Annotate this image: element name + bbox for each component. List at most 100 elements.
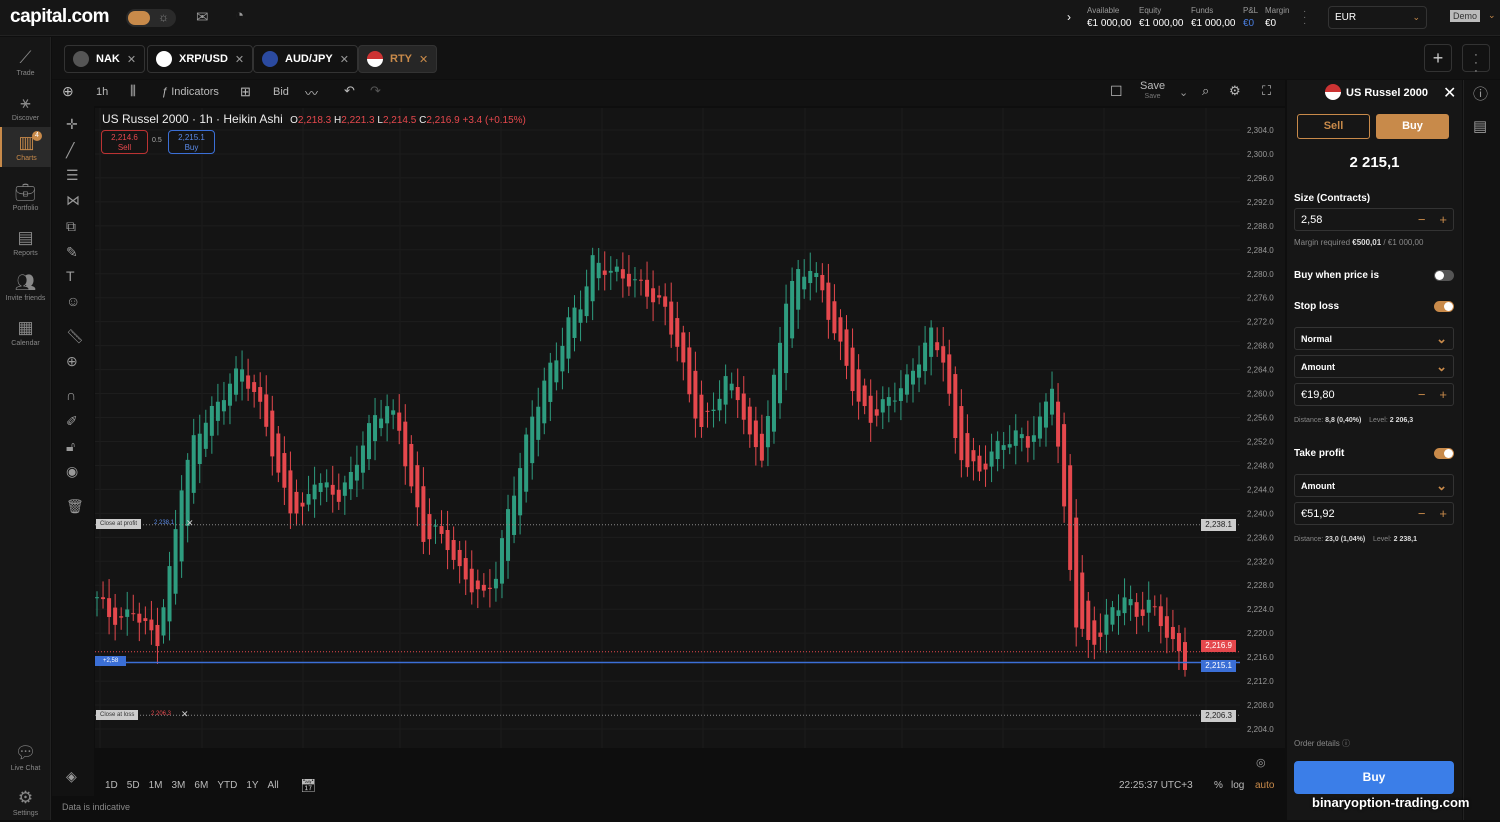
close-icon[interactable]: ✕ [126,53,137,66]
currency-select[interactable]: EUR ⌄ [1328,6,1427,29]
layers-icon[interactable]: ◈ [66,768,77,784]
notes-icon[interactable]: ▤ [1473,118,1488,135]
increase-icon[interactable]: + [1439,506,1447,521]
stop-loss-type-select[interactable]: Normal ⌄ [1294,327,1454,350]
compare-icon[interactable]: 〰 [305,86,319,101]
decrease-icon[interactable]: − [1417,387,1426,402]
mail-icon[interactable]: ✉ [196,9,209,26]
info-icon[interactable]: ⓘ [1473,86,1489,103]
goto-icon[interactable]: ◎ [1256,757,1266,769]
take-profit-mode-select[interactable]: Amount ⌄ [1294,474,1454,497]
fullscreen-icon[interactable]: ⛶ [1262,83,1272,98]
range-ytd[interactable]: YTD [217,780,238,791]
increase-icon[interactable]: + [1439,387,1447,402]
range-6m[interactable]: 6M [194,780,209,791]
candle-type-icon[interactable]: ⫼ [130,83,136,98]
chart-canvas[interactable]: 2,304.0 2,300.0 2,296.0 2,292.0 2,288.0 2,284… [95,108,1285,748]
sidebar-item-portfolio[interactable]: 💼︎ Portfolio [0,177,51,217]
save-button[interactable]: Save Save [1140,80,1166,101]
increase-icon[interactable]: + [1439,212,1447,227]
log-toggle[interactable]: log [1231,780,1245,791]
remove-take-profit-icon[interactable]: ✕ [186,518,194,528]
trash-icon[interactable]: 🗑︎ [66,498,84,514]
lock-icon[interactable]: 🔓︎ [66,438,76,454]
take-profit-line-label[interactable]: Close at profit [96,519,142,529]
buy-tab[interactable]: Buy [1376,114,1449,139]
range-1m[interactable]: 1M [148,780,163,791]
price-type-button[interactable]: Bid [273,86,289,98]
tab-rty[interactable]: RTY ✕ [358,45,438,73]
add-tab-button[interactable]: + [1424,44,1452,72]
tab-aud-jpy[interactable]: AUD/JPY ✕ [253,45,358,73]
remove-stop-loss-icon[interactable]: ✕ [181,709,189,719]
settings-icon[interactable]: ⚙ [1229,83,1241,98]
text-icon[interactable]: T [66,268,75,284]
sidebar-item-settings[interactable]: ⚙ Settings [0,782,51,822]
tabs-more-button[interactable]: · · · [1462,44,1490,77]
sidebar-item-reports[interactable]: ▤ Reports [0,222,51,262]
lock-drawing-icon[interactable]: ✐ [66,413,78,429]
magnet-icon[interactable]: ∩ [66,387,77,403]
sidebar-item-calendar[interactable]: ▦ Calendar [0,312,51,352]
buy-button[interactable]: Buy [1294,761,1454,794]
pie-chart-icon[interactable]: ◔ [235,7,245,24]
range-3m[interactable]: 3M [171,780,186,791]
stop-loss-amount-input[interactable]: €19,80− + [1294,383,1454,406]
demo-badge[interactable]: Demo [1450,10,1481,22]
eye-icon[interactable]: ◉ [66,463,79,479]
date-range-icon[interactable]: 📅︎ [300,778,317,793]
take-profit-amount-input[interactable]: €51,92− + [1294,502,1454,525]
trendline-icon[interactable]: ╱ [66,142,75,158]
interval-button[interactable]: 1h [96,86,109,98]
sell-tab[interactable]: Sell [1297,114,1370,139]
save-chevron-icon[interactable]: ⌄ [1179,87,1189,99]
prediction-icon[interactable]: ⧉ [66,218,76,234]
stop-loss-toggle[interactable] [1434,301,1454,312]
redo-icon[interactable]: ↷ [370,83,381,98]
add-icon[interactable]: ⊕ [62,83,74,99]
decrease-icon[interactable]: − [1417,212,1426,227]
sidebar-item-invite-friends[interactable]: 👥︎ Invite friends [0,267,51,307]
templates-icon[interactable]: ⊞ [240,84,251,99]
close-icon[interactable]: ✕ [419,53,429,66]
emoji-icon[interactable]: ☺ [66,293,81,309]
quick-search-icon[interactable]: ⌕ [1202,83,1210,98]
sidebar-item-live-chat[interactable]: 💬︎ Live Chat [0,737,51,777]
layout-icon[interactable]: ☐ [1110,83,1123,99]
percent-toggle[interactable]: % [1214,780,1223,791]
position-line-label[interactable]: +2,58 [95,656,127,666]
size-input[interactable]: 2,58− + [1294,208,1454,231]
sidebar-item-discover[interactable]: ⚹ Discover [0,87,51,127]
zoom-in-icon[interactable]: ⊕ [66,353,78,369]
indicators-button[interactable]: ƒ Indicators [162,86,219,98]
undo-icon[interactable]: ↶ [344,83,355,98]
quick-sell-button[interactable]: 2,214.6 Sell [101,130,148,154]
tab-xrp-usd[interactable]: XRP/USD ✕ [147,45,254,73]
take-profit-toggle[interactable] [1434,448,1454,459]
range-1y[interactable]: 1Y [246,780,259,791]
more-icon[interactable]: · · · [1303,6,1307,29]
fib-icon[interactable]: ☰ [66,167,79,183]
close-panel-icon[interactable]: ✕ [1443,85,1457,102]
range-5d[interactable]: 5D [126,780,140,791]
stop-loss-mode-select[interactable]: Amount ⌄ [1294,355,1454,378]
account-chevron-icon[interactable]: ⌄ [1488,10,1496,20]
quick-buy-button[interactable]: 2,215.1 Buy [168,130,215,154]
price-chart[interactable]: 2,304.0 2,300.0 2,296.0 2,292.0 2,288.0 2,284… [95,108,1285,769]
pattern-icon[interactable]: ⋈ [66,192,80,208]
sidebar-item-trade[interactable]: ⟋ Trade [0,42,51,82]
sidebar-item-charts[interactable]: ▥ Charts 4 [0,127,51,167]
tab-nak[interactable]: NAK ✕ [64,45,146,73]
range-all[interactable]: All [267,780,279,791]
ruler-icon[interactable]: 📏︎ [66,328,84,344]
brush-icon[interactable]: ✎ [66,244,78,260]
range-1d[interactable]: 1D [105,780,118,791]
decrease-icon[interactable]: − [1417,506,1426,521]
stop-loss-line-label[interactable]: Close at loss [96,710,139,720]
buy-when-toggle[interactable] [1434,270,1454,281]
expand-chevron-icon[interactable]: › [1067,10,1071,24]
order-details-link[interactable]: Order details ⓘ [1294,739,1351,748]
crosshair-icon[interactable]: ✛ [66,116,78,132]
auto-toggle[interactable]: auto [1255,780,1275,791]
close-icon[interactable]: ✕ [339,53,349,66]
